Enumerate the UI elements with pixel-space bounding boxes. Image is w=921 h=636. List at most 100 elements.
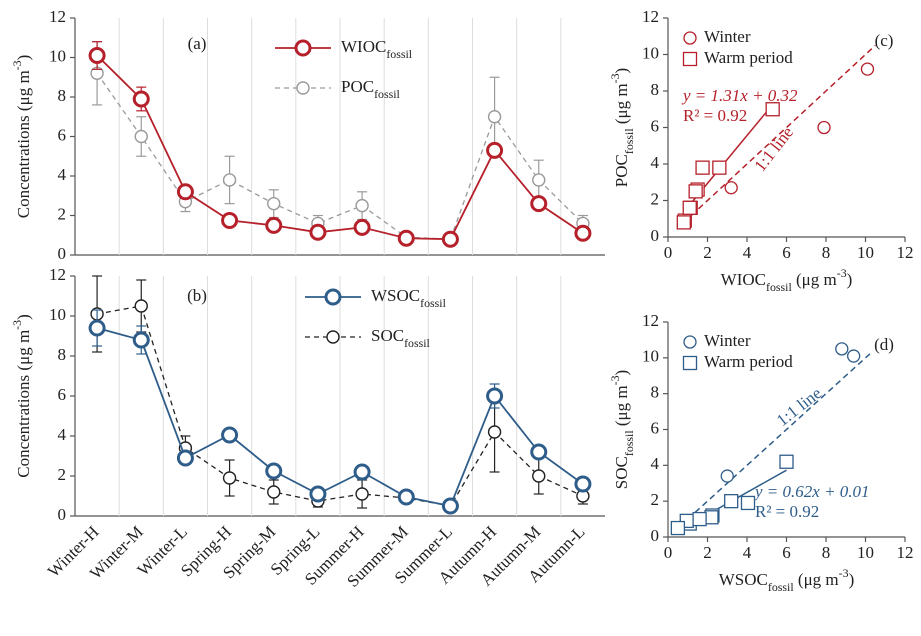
y-axis-label-sub: fossil: [622, 430, 636, 456]
y-tick-label: 8: [58, 345, 67, 364]
point: [779, 454, 794, 469]
point: [676, 215, 691, 230]
y-axis-label: Concentrations (μg m-3): [10, 55, 33, 219]
point: [88, 47, 106, 65]
point: [221, 426, 239, 444]
point: [532, 469, 546, 483]
x-tick-label: 2: [703, 243, 712, 262]
panel-label: (b): [187, 286, 207, 305]
x-tick-label: 4: [743, 543, 752, 562]
point: [688, 184, 703, 199]
y-tick-label: 0: [651, 226, 660, 245]
point: [692, 511, 707, 527]
point: [574, 224, 592, 242]
legend-label: Warm period: [704, 352, 793, 371]
legend-label: WSOCfossil: [371, 286, 447, 310]
y-tick-label: 6: [651, 418, 660, 437]
fit-r2: R² = 0.92: [683, 106, 747, 125]
y-axis-label-part: ): [612, 370, 631, 376]
legend-label-part: POC: [341, 77, 374, 96]
y-tick-label: 12: [642, 311, 659, 330]
point: [441, 230, 459, 248]
y-axis-label-sup: -3: [10, 320, 24, 330]
legend-label-part: SOC: [371, 326, 404, 345]
point: [309, 223, 327, 241]
point: [132, 90, 150, 108]
point: [530, 195, 548, 213]
point: [724, 181, 738, 195]
panel-label: (d): [874, 335, 894, 354]
legend-marker: [326, 330, 340, 344]
x-axis-label-part: (μg m: [794, 570, 839, 589]
y-tick-label: 12: [49, 265, 66, 284]
y-tick-label: 8: [651, 80, 660, 99]
y-tick-label: 10: [642, 347, 659, 366]
point: [355, 198, 369, 213]
y-axis-label-sup: -3: [608, 375, 622, 385]
y-tick-label: 8: [651, 383, 660, 402]
y-tick-label: 4: [58, 165, 67, 184]
series-line: [96, 305, 584, 507]
legend-label-part: WSOC: [371, 286, 420, 305]
x-tick-label: 8: [822, 243, 831, 262]
x-tick-label: 6: [782, 243, 791, 262]
legend-label: Winter: [704, 331, 751, 350]
legend-label-part: WIOC: [341, 37, 386, 56]
y-axis-label: Concentrations (μg m-3): [10, 314, 33, 478]
y-axis-label-sup: -3: [10, 60, 24, 70]
y-axis-label-part: SOC: [612, 456, 631, 489]
x-axis-label-part: WSOC: [719, 570, 768, 589]
point: [132, 331, 150, 349]
x-tick-label: 10: [857, 243, 874, 262]
legend-label-sub: fossil: [374, 87, 400, 101]
x-axis-label-sup: -3: [839, 566, 849, 580]
point: [267, 485, 281, 499]
y-tick-label: 0: [58, 505, 67, 524]
legend-marker: [682, 355, 698, 371]
point: [397, 229, 415, 247]
point: [353, 463, 371, 481]
legend-marker: [683, 335, 697, 349]
y-axis-label: SOCfossil (μg m-3): [608, 370, 636, 489]
y-axis-label-part: ): [14, 314, 33, 320]
x-axis-label-part: ): [849, 570, 855, 589]
identity-label: 1:1 line: [750, 123, 797, 175]
legend-label-sub: fossil: [420, 296, 446, 310]
y-axis-label-part: ): [14, 55, 33, 61]
panel-label: (a): [188, 34, 207, 53]
legend-marker: [296, 81, 310, 95]
legend-label: WIOCfossil: [341, 37, 413, 61]
point: [486, 387, 504, 405]
point: [847, 349, 861, 363]
point: [712, 160, 727, 175]
fit-equation: y = 1.31x + 0.32: [681, 86, 798, 105]
x-tick-label: 0: [664, 243, 673, 262]
series-line: [96, 327, 584, 508]
panel-label: (c): [875, 31, 894, 50]
x-axis-label-part: ): [847, 270, 853, 289]
point: [530, 443, 548, 461]
y-tick-label: 2: [651, 490, 660, 509]
point: [682, 200, 697, 215]
x-axis-label-part: WIOC: [721, 270, 766, 289]
point: [88, 319, 106, 337]
y-axis-label-part: Concentrations (μg m: [14, 330, 33, 478]
point: [397, 488, 415, 506]
x-tick-label: 0: [664, 543, 673, 562]
y-tick-label: 12: [642, 7, 659, 26]
point: [267, 196, 281, 211]
y-axis-label: POCfossil (μg m-3): [608, 68, 636, 187]
y-axis-label-part: Concentrations (μg m: [14, 70, 33, 218]
y-tick-label: 0: [58, 244, 67, 263]
y-axis-label-part: ): [612, 68, 631, 74]
x-axis-label-sub: fossil: [768, 580, 794, 594]
legend-label: POCfossil: [341, 77, 401, 101]
x-axis-label-sup: -3: [837, 266, 847, 280]
point: [704, 510, 719, 525]
point: [835, 342, 849, 356]
point: [441, 497, 459, 515]
point: [134, 129, 148, 144]
fit-r2: R² = 0.92: [755, 502, 819, 521]
y-axis-label-sup: -3: [608, 73, 622, 83]
identity-line: [687, 351, 872, 520]
